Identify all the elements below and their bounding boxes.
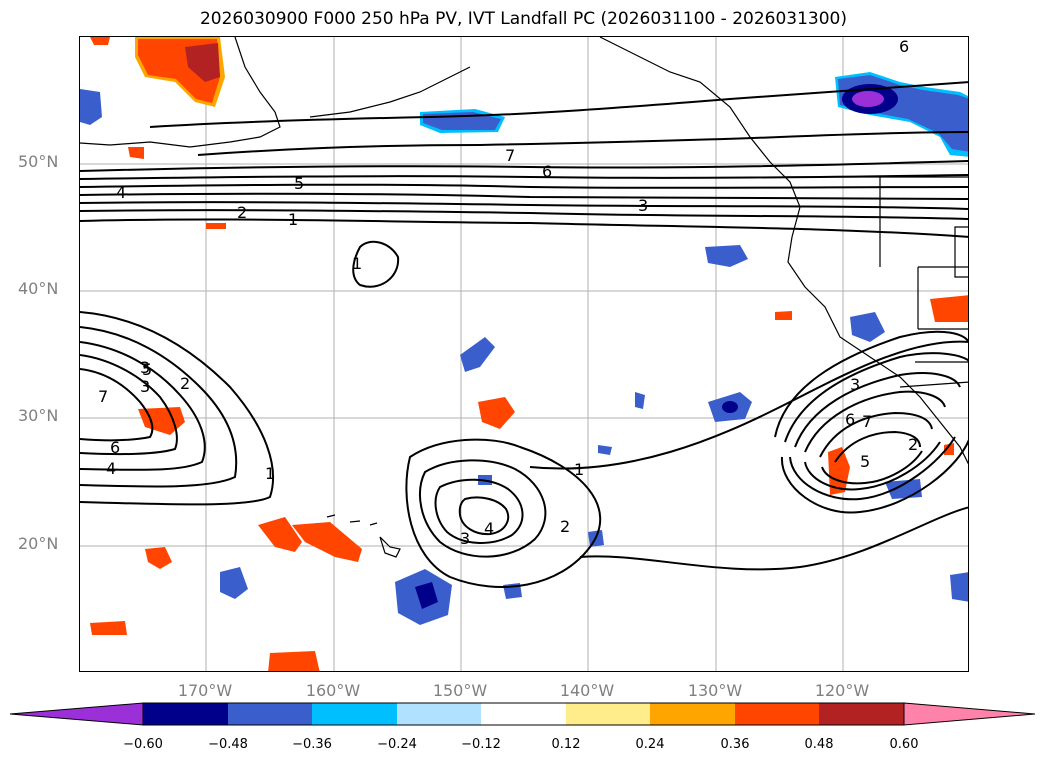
contour-label: 3 [140,358,150,377]
contour-label: 4 [106,459,116,478]
colorbar-tick: −0.12 [461,737,501,752]
lat-label-50n: 50°N [18,152,59,171]
contour-label: 2 [908,435,918,454]
colorbar-tick: −0.24 [377,737,417,752]
colorbar-segment [650,703,735,725]
contour-label: 2 [560,517,570,536]
colorbar-segment [481,703,566,725]
contour-label: 3 [460,529,470,548]
contour-label: 3 [638,196,648,215]
contour-label: 2 [180,374,190,393]
map-title: 2026030900 F000 250 hPa PV, IVT Landfall… [199,9,847,29]
lon-label-140w: 140°W [559,681,615,700]
lat-label-40n: 40°N [18,279,59,298]
colorbar-segment [819,703,904,725]
colorbar-segment [312,703,397,725]
lon-label-120w: 120°W [814,681,870,700]
colorbar-extend-low [10,702,144,726]
contour-label: 1 [574,460,584,479]
lon-label-160w: 160°W [305,681,361,700]
colorbar-tick: 0.60 [889,737,919,752]
contour-label: 3 [850,375,860,394]
contour-label: 5 [142,360,152,379]
colorbar-tick: 0.48 [804,737,834,752]
contour-label: 5 [860,452,870,471]
lon-label-150w: 150°W [432,681,488,700]
map-canvas: 7 6 4 5 3 2 1 1 6 5 4 3 2 1 3 7 6 4 1 4 … [80,37,968,671]
contour-label: 6 [110,438,120,457]
coastlines [80,37,968,558]
contour-label: 6 [542,162,552,181]
colorbar-tick: −0.48 [208,737,248,752]
colorbar-tick: −0.36 [292,737,332,752]
colorbar-tick: 0.12 [551,737,581,752]
contour-label: 4 [116,183,126,202]
lat-label-30n: 30°N [18,406,59,425]
contour-label: 5 [294,174,304,193]
colorbar-segment [228,703,312,725]
contour-label: 1 [288,210,298,229]
colorbar-segment [566,703,650,725]
contour-label: 7 [98,387,108,406]
contour-label: 6 [845,410,855,429]
colorbar-segment [735,703,819,725]
contour-label: 1 [352,254,362,273]
contour-label: 4 [484,519,494,538]
ivt-contours [80,81,968,588]
colorbar-tick: −0.60 [123,737,163,752]
lon-label-130w: 130°W [687,681,743,700]
map-panel: 7 6 4 5 3 2 1 1 6 5 4 3 2 1 3 7 6 4 1 4 … [79,36,969,672]
lat-label-20n: 20°N [18,534,59,553]
contour-labels: 7 6 4 5 3 2 1 1 6 5 4 3 2 1 3 7 6 4 1 4 … [98,37,918,548]
colorbar-segment [143,703,228,725]
contour-label: 1 [265,464,275,483]
colorbar-segment [397,703,481,725]
colorbar [10,702,1036,726]
lon-label-170w: 170°W [177,681,233,700]
contour-label: 7 [505,146,515,165]
contour-label: 7 [862,412,872,431]
pv-shading [80,37,968,671]
contour-label: 3 [140,377,150,396]
contour-label: 6 [899,37,909,56]
graticule [80,37,968,671]
colorbar-tick: 0.24 [635,737,665,752]
colorbar-extend-high [903,702,1036,726]
colorbar-tick: 0.36 [720,737,750,752]
contour-label: 2 [237,203,247,222]
